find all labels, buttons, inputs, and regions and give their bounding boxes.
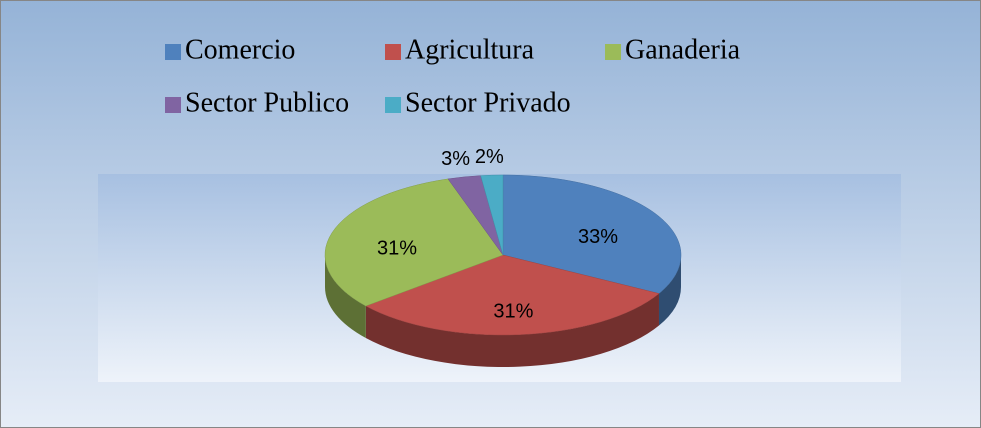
slice-side — [365, 293, 659, 368]
data-label: 33% — [578, 226, 618, 248]
legend-label: Ganaderia — [625, 34, 741, 65]
legend-label: Sector Privado — [405, 87, 571, 118]
data-label: 3% — [441, 148, 470, 170]
slice — [365, 254, 660, 336]
legend-swatch — [165, 44, 181, 60]
slice — [324, 178, 504, 307]
legend-label: Comercio — [185, 34, 295, 65]
legend-label: Agricultura — [405, 34, 535, 65]
legend-swatch — [605, 44, 621, 60]
slice — [502, 174, 682, 294]
data-label: 31% — [377, 237, 417, 259]
data-label: 31% — [493, 301, 533, 323]
legend-swatch — [385, 44, 401, 60]
data-label: 2% — [475, 146, 504, 168]
slice-side — [325, 255, 366, 338]
legend-label: Sector Publico — [185, 87, 349, 118]
slice-side — [658, 255, 681, 326]
slice — [480, 174, 504, 256]
legend-swatch — [165, 97, 181, 113]
legend-swatch — [385, 97, 401, 113]
